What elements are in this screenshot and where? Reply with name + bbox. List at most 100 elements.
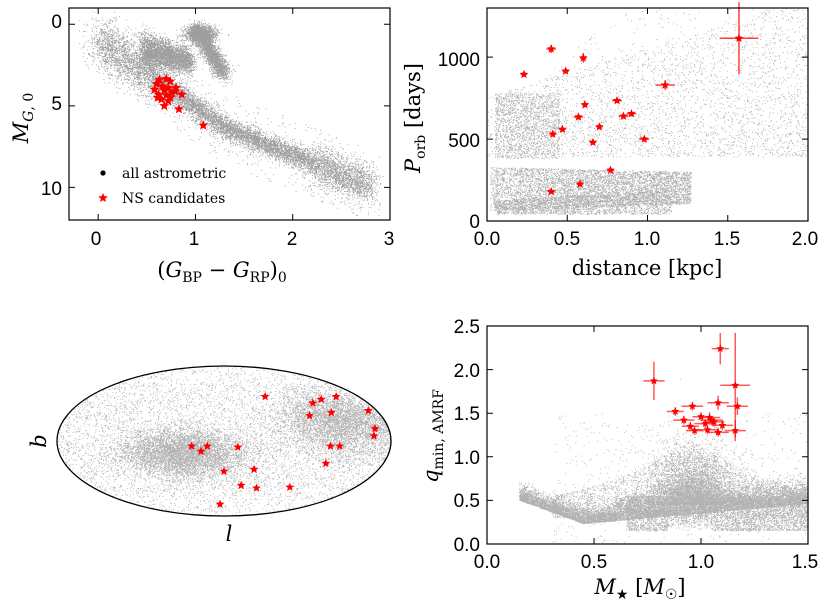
cmd-frame <box>68 7 391 221</box>
ns-candidate-star <box>321 458 331 468</box>
ns-candidate-star <box>718 421 727 429</box>
qmin-xtick: 1.5 <box>792 552 818 573</box>
ns-candidate-star <box>649 376 658 385</box>
ns-candidate-star <box>714 428 723 436</box>
ns-candidate-star <box>660 80 670 89</box>
ns-candidate-star <box>627 109 636 118</box>
ns-candidate-star <box>252 483 261 492</box>
legend-marker-all <box>100 170 106 176</box>
qmin-ytick: 2.5 <box>454 317 480 338</box>
ns-candidate-star <box>701 419 710 428</box>
cmd-candidate-points <box>149 73 209 130</box>
qmin-background-points <box>519 378 809 545</box>
ns-candidate-star <box>249 464 259 474</box>
period-xtick: 2.0 <box>792 229 818 250</box>
ns-candidate-star <box>731 381 740 389</box>
ns-candidate-star <box>152 92 163 102</box>
ns-candidate-star <box>236 480 246 490</box>
ns-candidate-star <box>308 398 318 407</box>
cmd-panel: 0 1 2 3 0 5 10 (GBP − GRP)0 MG, 0 all as… <box>9 7 395 286</box>
period-distance-panel: 0.0 0.5 1.0 1.5 2.0 0 500 1000 distance … <box>401 2 818 280</box>
ns-candidate-star <box>731 426 740 435</box>
ns-candidate-star <box>733 402 742 410</box>
period-xtick: 0.5 <box>554 229 580 250</box>
ns-candidate-star <box>170 85 180 96</box>
ns-candidate-star <box>580 100 590 109</box>
ns-candidate-star <box>558 124 567 133</box>
tick-marks <box>69 8 391 220</box>
period-candidate-points <box>519 2 759 196</box>
ns-candidate-star <box>546 186 556 196</box>
period-ytick: 1000 <box>438 50 480 71</box>
ns-candidate-star <box>260 392 270 401</box>
cmd-xtick: 0 <box>91 229 102 250</box>
ns-candidate-star <box>519 69 529 79</box>
ns-candidate-star <box>639 134 649 143</box>
cmd-ytick: 0 <box>51 12 62 33</box>
ns-candidate-star <box>202 441 212 450</box>
ns-candidate-star <box>619 111 628 120</box>
ns-candidate-star <box>716 344 725 353</box>
period-ytick: 0 <box>469 212 480 233</box>
ns-candidate-star <box>327 408 336 417</box>
legend-marker-ns <box>98 193 108 203</box>
cmd-xtick: 3 <box>384 229 395 250</box>
cmd-legend: all astrometric NS candidates <box>98 166 226 207</box>
cmd-all-astrometric-points <box>78 10 384 217</box>
sky-ylabel: b <box>27 434 51 447</box>
cmd-ylabel: MG, 0 <box>9 93 37 145</box>
tick-marks <box>486 8 809 222</box>
qmin-mass-panel: 0.0 0.5 1.0 1.5 0.0 0.5 1.0 1.5 2.0 2.5 … <box>419 317 818 603</box>
ns-candidate-star <box>285 482 295 491</box>
sky-map-panel: l b <box>27 365 392 546</box>
ns-candidate-star <box>219 466 229 476</box>
qmin-ylabel: qmin, AMRF <box>419 389 447 483</box>
sky-ellipse-frame <box>56 365 392 517</box>
cmd-xtick: 2 <box>287 229 298 250</box>
ns-candidate-star <box>159 100 170 111</box>
ns-candidate-star <box>156 94 167 104</box>
ns-candidate-star <box>548 129 558 138</box>
ns-candidate-star <box>369 431 379 440</box>
qmin-xtick: 0.5 <box>581 552 607 573</box>
cmd-ytick: 5 <box>51 94 62 115</box>
cmd-xtick: 1 <box>189 229 200 250</box>
qmin-candidate-points <box>643 332 751 442</box>
period-xtick: 1.5 <box>714 229 740 250</box>
period-plot-area <box>487 8 808 221</box>
ns-candidate-star <box>703 425 712 434</box>
ns-candidate-star <box>370 424 380 433</box>
qmin-ytick: 1.5 <box>454 404 480 425</box>
qmin-all-astrometric-points <box>519 378 809 545</box>
qmin-ytick: 0.0 <box>454 535 480 556</box>
sky-ellipse-fill <box>57 366 391 516</box>
ns-candidate-star <box>363 406 373 415</box>
ns-candidate-star <box>690 426 699 435</box>
ns-candidate-star <box>575 179 585 188</box>
ns-candidate-star <box>316 394 326 404</box>
ns-candidate-star <box>606 165 615 174</box>
period-xtick: 1.0 <box>634 229 660 250</box>
ns-candidate-star <box>612 95 622 105</box>
qmin-xtick: 0.0 <box>474 552 500 573</box>
ns-candidate-star <box>331 392 341 401</box>
legend-label-all: all astrometric <box>122 166 226 182</box>
ns-candidate-star <box>578 53 588 62</box>
cmd-ticks <box>69 8 391 220</box>
ns-candidate-star <box>561 66 571 75</box>
ns-candidate-star <box>165 92 176 102</box>
ns-candidate-star <box>149 84 160 94</box>
qmin-xtick: 1.0 <box>688 552 714 573</box>
ns-candidate-star <box>233 442 243 451</box>
cmd-ytick: 10 <box>41 179 62 200</box>
ns-candidate-star <box>688 402 697 410</box>
ns-candidate-star <box>679 415 688 424</box>
period-xtick: 0.0 <box>474 229 500 250</box>
period-ytick: 500 <box>448 131 480 152</box>
qmin-ytick: 1.0 <box>454 448 480 469</box>
ns-candidate-star <box>707 415 716 424</box>
ns-candidate-star <box>176 89 187 99</box>
ns-candidate-star <box>574 112 583 121</box>
sky-xlabel: l <box>226 522 233 546</box>
